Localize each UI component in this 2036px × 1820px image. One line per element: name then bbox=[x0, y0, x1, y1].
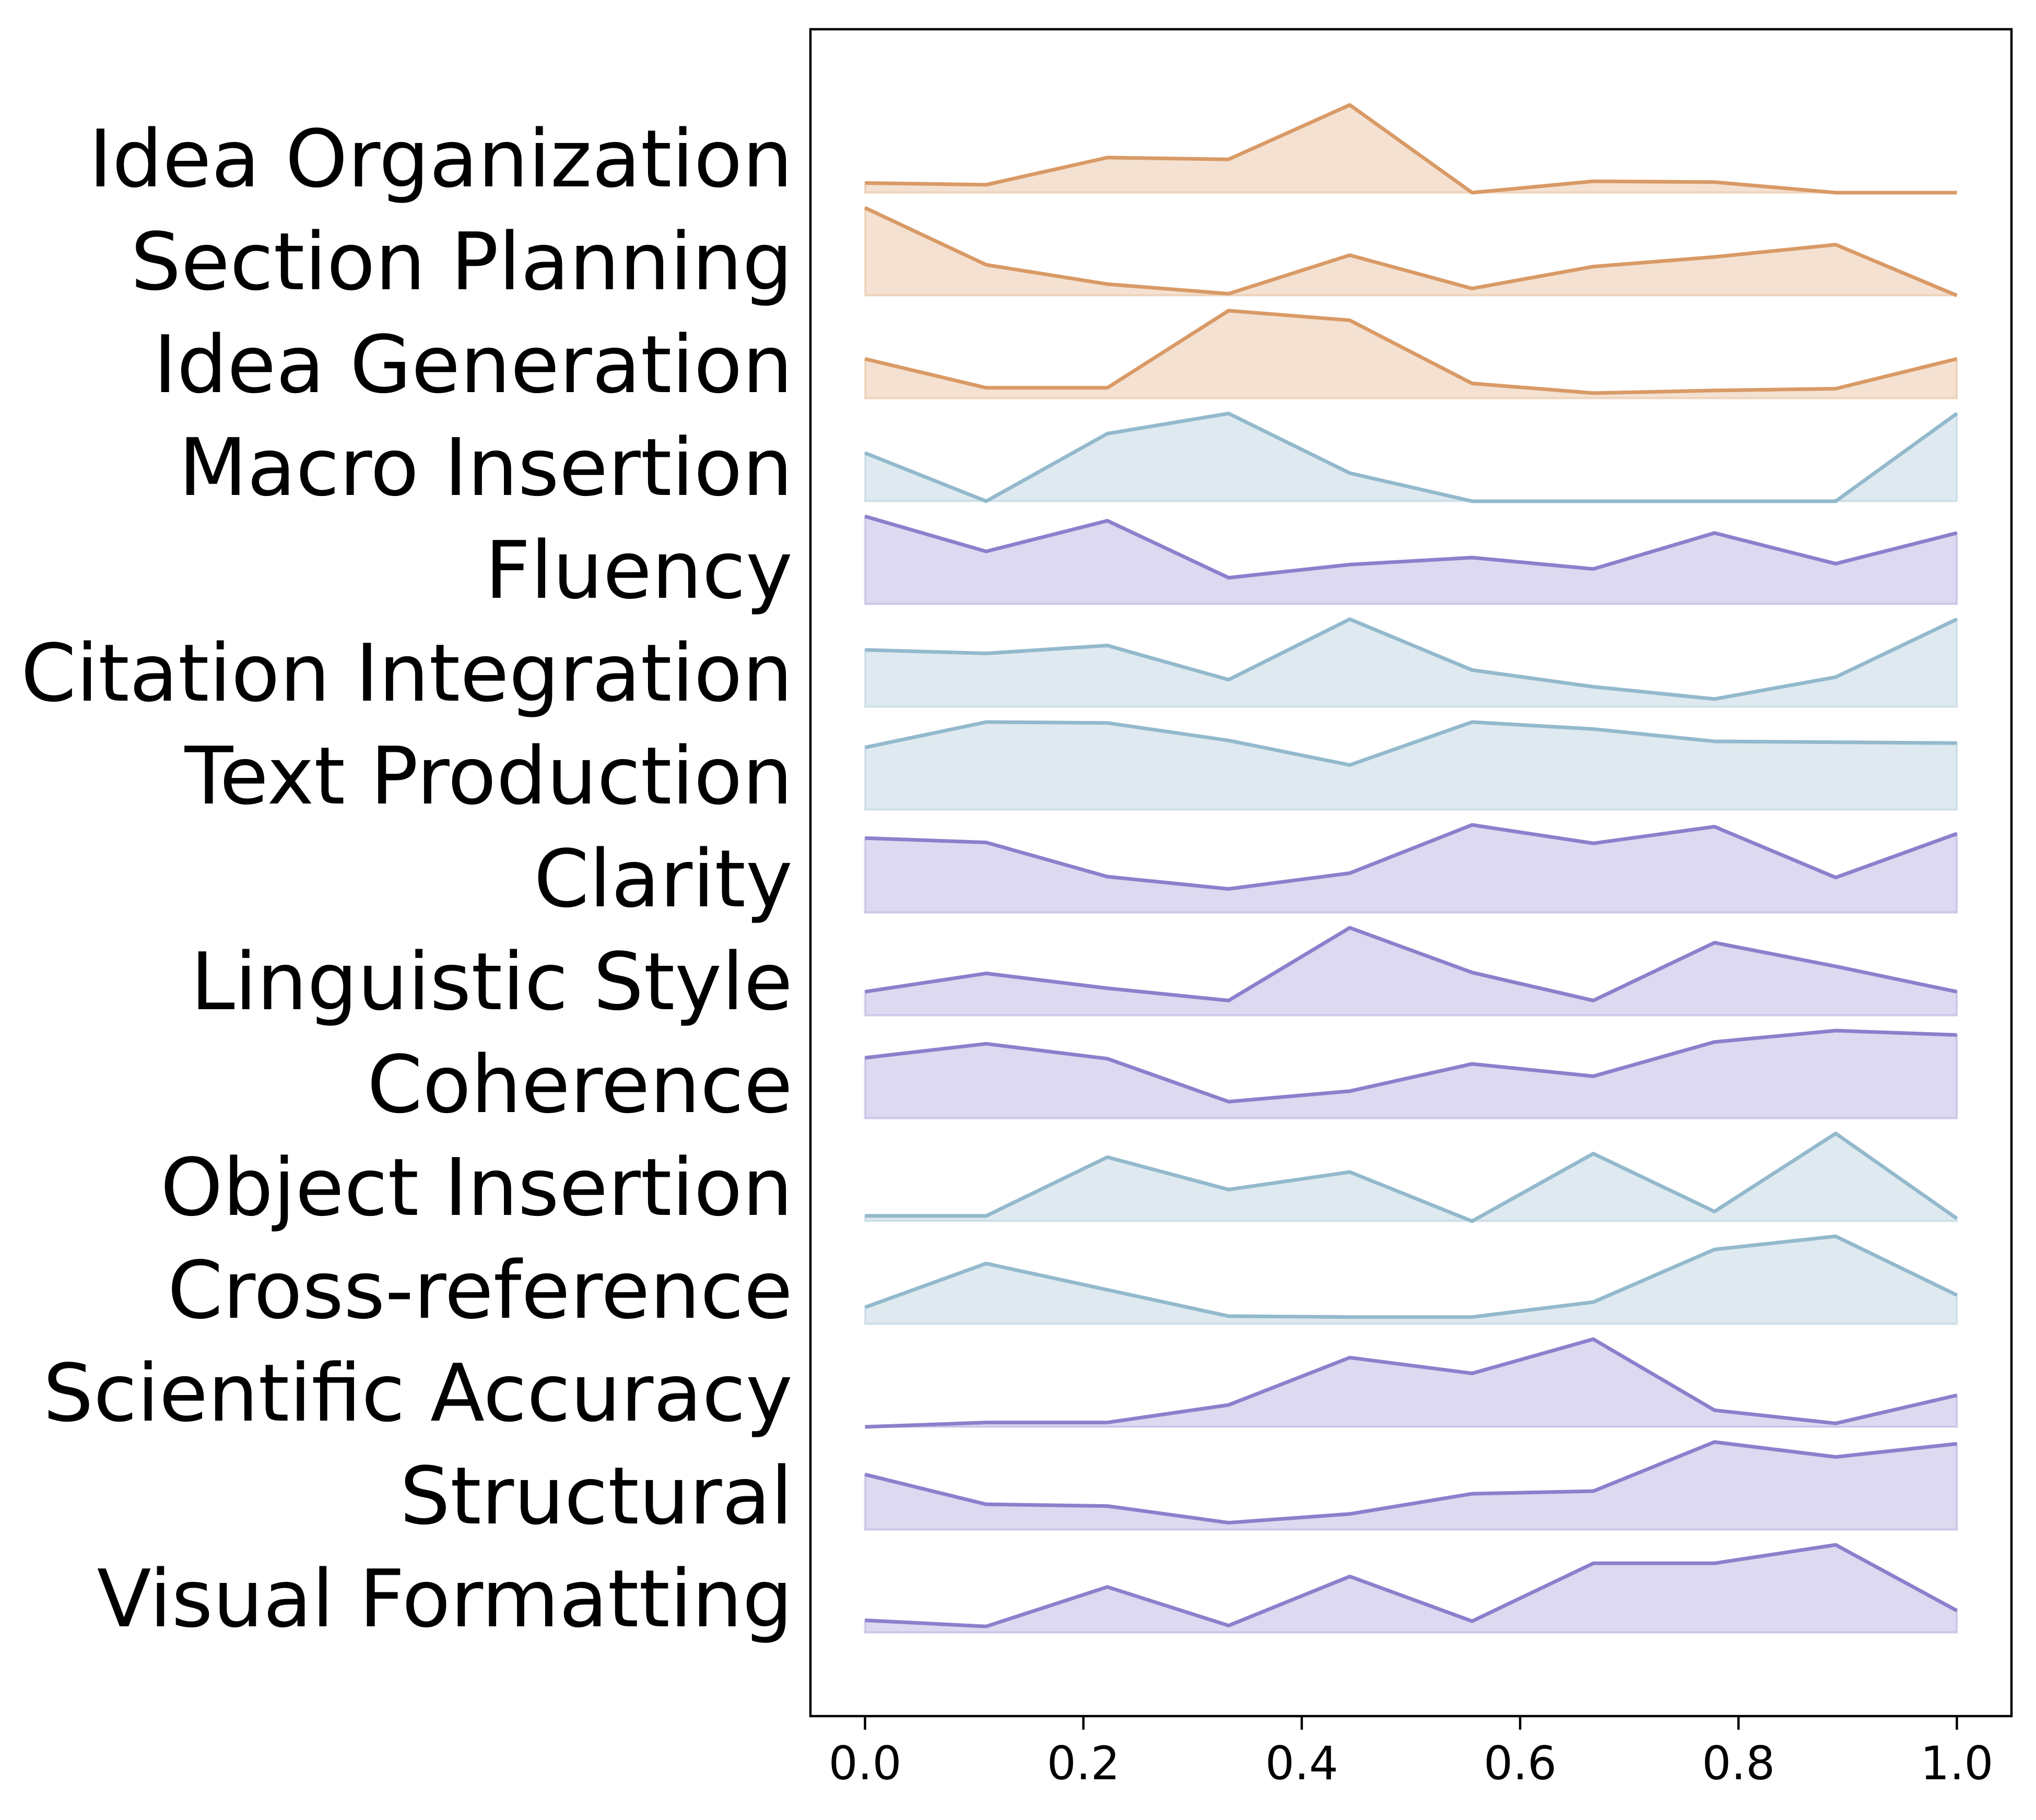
x-tick-label: 0.4 bbox=[1265, 1736, 1338, 1790]
ridge-line-cross-reference bbox=[864, 1234, 1958, 1319]
ridge-line-visual-formatting bbox=[865, 1543, 1958, 1628]
x-tick-label: 1.0 bbox=[1920, 1736, 1993, 1790]
ridge-line-idea-generation bbox=[864, 309, 1958, 395]
ridge-citation-integration bbox=[864, 617, 1958, 708]
ridge-line-scientific-accuracy bbox=[865, 1337, 1958, 1429]
row-label-linguistic-style: Linguistic Style bbox=[191, 936, 793, 1028]
ridge-line-citation-integration bbox=[865, 617, 1958, 701]
row-label-visual-formatting: Visual Formatting bbox=[97, 1553, 793, 1645]
ridge-cross-reference bbox=[864, 1234, 1958, 1325]
row-label-idea-generation: Idea Generation bbox=[154, 318, 793, 411]
ridge-line-coherence bbox=[865, 1029, 1957, 1104]
ridge-object-insertion bbox=[864, 1131, 1958, 1223]
ridge-line-object-insertion bbox=[865, 1131, 1958, 1223]
x-tick-label: 0.2 bbox=[1047, 1736, 1120, 1790]
ridge-macro-insertion bbox=[864, 411, 1958, 503]
row-label-fluency: Fluency bbox=[485, 524, 793, 617]
ridge-line-idea-organization bbox=[865, 103, 1957, 195]
ridge-line-fluency bbox=[864, 514, 1958, 580]
row-label-coherence: Coherence bbox=[367, 1038, 793, 1131]
row-label-text-production: Text Production bbox=[184, 730, 793, 822]
ridge-section-planning bbox=[864, 206, 1958, 298]
ridge-line-macro-insertion bbox=[864, 411, 1958, 503]
ridge-line-linguistic-style bbox=[864, 926, 1958, 1002]
ridge-line-text-production bbox=[864, 720, 1957, 767]
ridge-coherence bbox=[864, 1029, 1958, 1119]
ridge-line-clarity bbox=[865, 823, 1958, 891]
row-label-citation-integration: Citation Integration bbox=[21, 627, 793, 719]
ridge-clarity bbox=[864, 823, 1958, 914]
x-tick-label: 0.8 bbox=[1702, 1736, 1775, 1790]
ridge-line-structural bbox=[864, 1440, 1957, 1525]
ridges bbox=[864, 103, 1958, 1634]
plot-frame bbox=[809, 28, 2013, 1718]
row-labels: Idea Organization Section Planning Idea Ge… bbox=[21, 113, 793, 1645]
row-label-section-planning: Section Planning bbox=[131, 216, 793, 308]
ridge-visual-formatting bbox=[864, 1543, 1958, 1634]
x-tick-label: 0.6 bbox=[1484, 1736, 1557, 1790]
row-label-macro-insertion: Macro Insertion bbox=[179, 421, 793, 514]
ridge-line-section-planning bbox=[864, 206, 1958, 298]
ridge-idea-organization bbox=[864, 103, 1957, 195]
ridge-structural bbox=[864, 1440, 1958, 1531]
row-label-scientific-accuracy: Scientific Accuracy bbox=[43, 1347, 793, 1439]
ridge-idea-generation bbox=[864, 309, 1958, 399]
ridge-fluency bbox=[864, 514, 1958, 605]
row-label-structural: Structural bbox=[400, 1450, 793, 1542]
ridge-linguistic-style bbox=[864, 926, 1958, 1017]
ridge-scientific-accuracy bbox=[865, 1337, 1958, 1429]
x-tick-label: 0.0 bbox=[829, 1736, 902, 1790]
ridge-text-production bbox=[864, 720, 1958, 811]
row-label-clarity: Clarity bbox=[534, 833, 793, 925]
row-label-cross-reference: Cross-reference bbox=[168, 1244, 793, 1337]
row-label-object-insertion: Object Insertion bbox=[160, 1141, 793, 1234]
x-axis: 0.0 0.2 0.4 0.6 0.8 1.0 bbox=[829, 1716, 1993, 1790]
row-label-idea-organization: Idea Organization bbox=[89, 113, 793, 205]
